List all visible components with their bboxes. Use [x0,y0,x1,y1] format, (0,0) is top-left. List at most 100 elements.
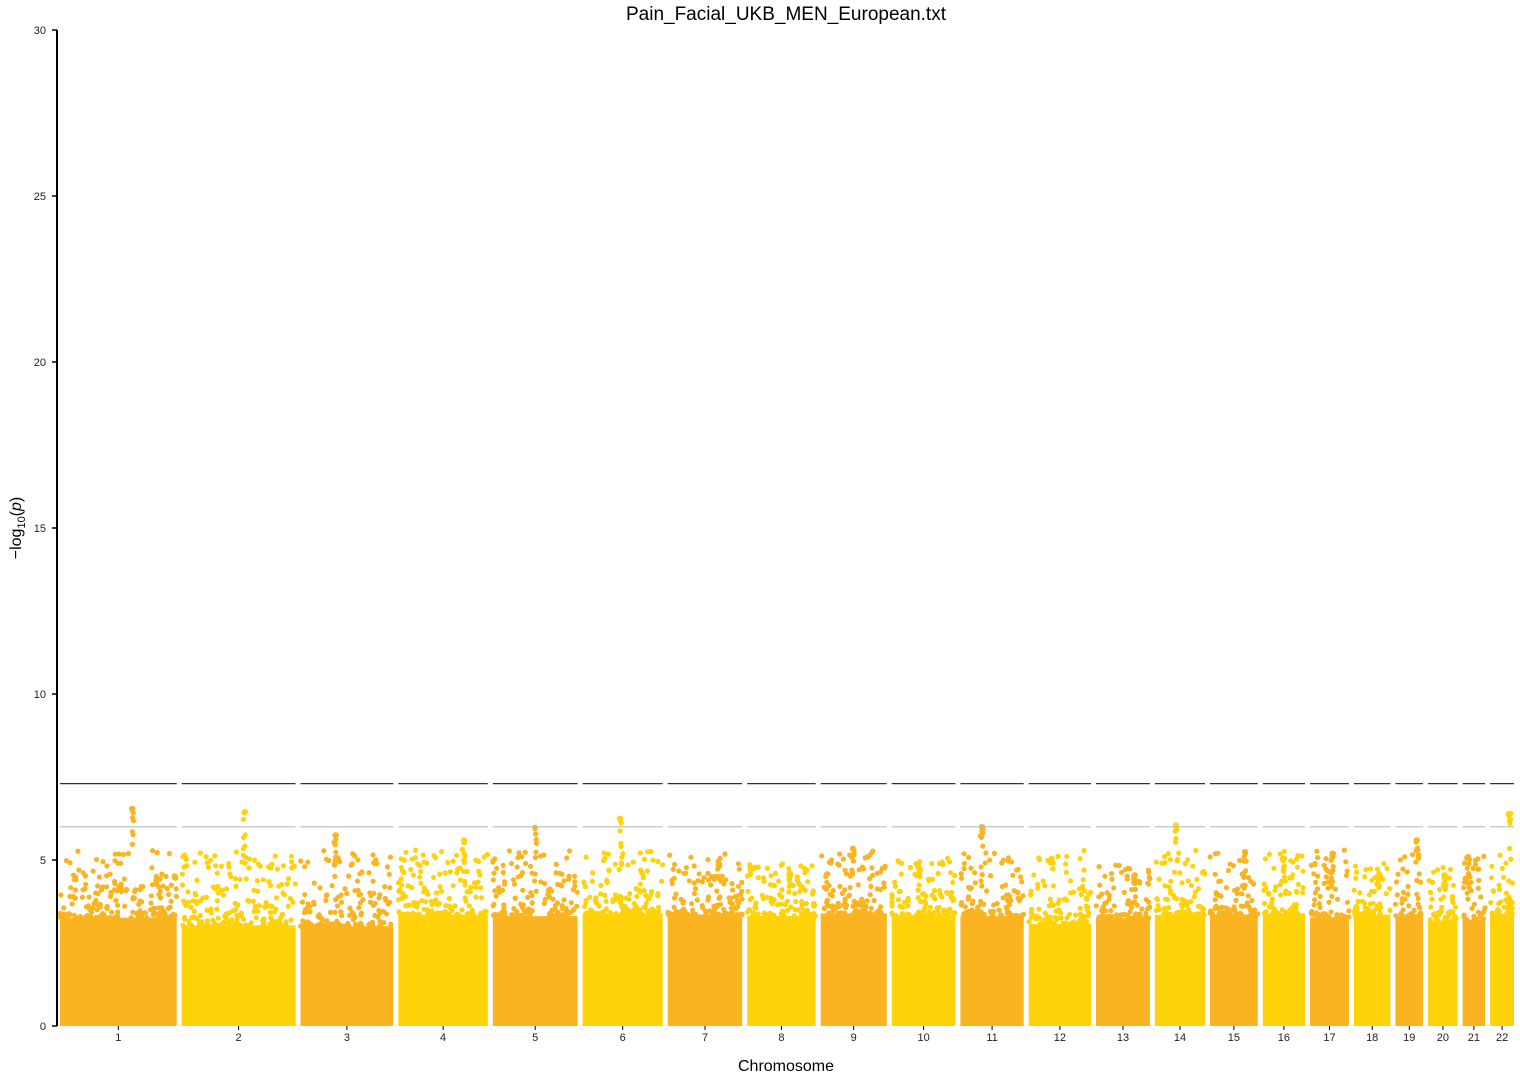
snp-point [533,840,540,847]
y-tick-label: 25 [34,191,46,203]
snp-point [1438,896,1444,902]
snp-point [1427,889,1434,896]
snp-point [842,910,848,916]
snp-point [1212,871,1218,877]
snp-point [252,903,258,909]
top-snp-point [1414,837,1421,843]
snp-point [1277,851,1283,857]
snp-point [1063,869,1069,875]
snp-point [1366,908,1372,914]
snp-point [711,907,717,913]
snp-point [116,884,122,890]
x-tick-label: 1 [115,1032,121,1044]
snp-point [1489,910,1495,916]
snp-point [447,903,453,910]
snp-point [823,873,829,880]
y-axis-label: −log10(p) [8,497,28,560]
snp-point [421,889,427,895]
snp-point [194,877,200,883]
snp-point [641,888,647,894]
snp-point [1452,913,1458,920]
snp-point [532,878,538,884]
snp-point [968,885,974,891]
snp-point [154,850,160,856]
snp-point [945,855,951,862]
snp-point [878,904,884,910]
snp-point [1020,893,1026,899]
snp-point [337,859,343,865]
snp-point [1395,871,1401,877]
snp-point [1470,865,1476,872]
snp-point [1068,878,1074,884]
x-tick-label: 10 [917,1032,929,1044]
snp-point [1191,894,1197,900]
snp-point [190,898,196,904]
snp-point [870,872,876,878]
snp-point [779,887,785,893]
snp-point [149,882,156,888]
snp-point [1138,915,1144,921]
snp-point [1399,900,1405,906]
snp-point [1452,904,1459,910]
chromosome-20-points [1426,864,1459,1026]
snp-point [1166,884,1172,890]
snp-point [1102,873,1108,879]
snp-point [466,903,472,909]
snp-point [868,905,874,911]
snp-point [324,918,330,924]
snp-point [1050,883,1056,889]
snp-point [975,904,981,910]
snp-point [1328,883,1335,890]
chromosome-2-body [181,925,296,1026]
snp-point [256,903,262,909]
snp-point [131,895,137,901]
snp-point [1004,892,1010,898]
snp-point [1099,908,1105,914]
snp-point [401,869,407,876]
snp-point [1281,874,1288,880]
snp-point [931,888,938,894]
snp-point [446,895,452,902]
snp-point [377,918,383,925]
snp-point [481,910,487,916]
snp-point [210,884,216,890]
snp-point [171,875,178,881]
snp-point [1471,916,1477,923]
snp-point [1129,905,1135,911]
snp-point [227,871,233,877]
snp-point [1213,891,1219,897]
snp-point [1266,851,1272,858]
snp-point [80,870,86,876]
snp-point [1265,890,1271,896]
snp-point [492,888,498,894]
snp-point [1315,873,1321,879]
snp-point [1026,918,1032,925]
snp-point [149,865,155,871]
snp-point [996,907,1002,913]
snp-point [988,873,994,879]
snp-point [328,923,334,929]
snp-point [767,911,773,917]
snp-point [1312,897,1318,903]
snp-point [616,866,622,873]
snp-point [634,886,640,892]
chromosome-5-points [490,824,580,1026]
snp-point [1232,887,1238,893]
snp-point [1174,827,1180,833]
snp-point [442,870,448,876]
snp-point [83,914,89,920]
snp-point [750,913,756,919]
snp-point [358,912,364,918]
snp-point [967,913,974,919]
snp-point [280,890,286,896]
snp-point [462,853,468,859]
chromosome-6-points [581,815,666,1026]
snp-point [165,905,171,912]
snp-point [1146,874,1152,880]
snp-point [473,894,479,900]
x-axis-ticks: 1 2 3 4 5 6 7 8 9 10 11 12 13 14 15 16 17 18 19 20 21 22 [115,1026,1508,1044]
snp-point [168,882,174,888]
snp-point [809,863,815,869]
snp-point [506,848,512,854]
snp-point [952,910,958,916]
